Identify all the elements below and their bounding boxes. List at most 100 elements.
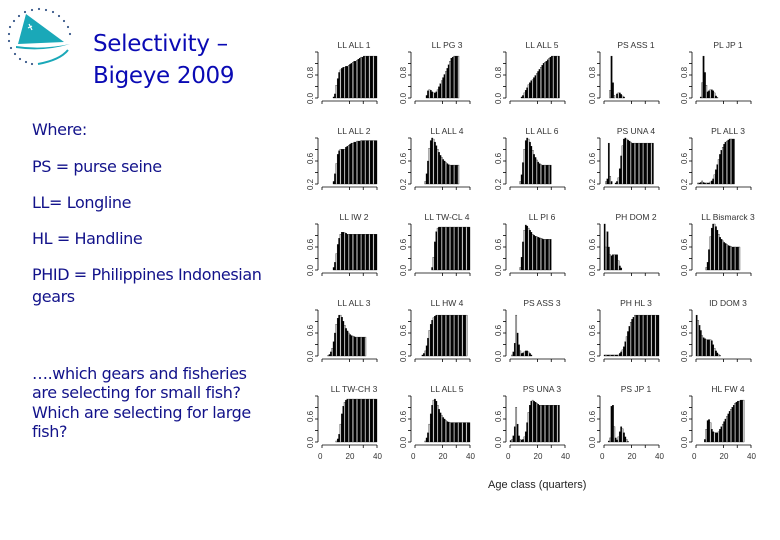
bar-plot (315, 51, 378, 104)
bar-plot (315, 223, 378, 276)
panel-title: PH HL 3 (620, 298, 652, 308)
legend-item-ll: LL= Longline (32, 193, 132, 212)
selectivity-panel: LL IW 2 0.0 0.6 (300, 212, 390, 294)
legend-item-hl: HL = Handline (32, 229, 143, 248)
y-tick-label: 0.0 (306, 436, 315, 448)
panel-title: LL Bismarck 3 (701, 212, 755, 222)
panel-title: LL TW-CL 4 (424, 212, 470, 222)
x-tick-label: 40 (373, 452, 382, 461)
question-line-3: Which are selecting for large (32, 403, 251, 422)
bar-plot (503, 51, 566, 104)
y-tick-label: 0.8 (588, 66, 597, 78)
y-tick-label: 0.6 (680, 152, 689, 164)
y-tick-label: 0.6 (680, 238, 689, 250)
selectivity-panel: LL PG 3 0.0 0.8 (393, 40, 483, 122)
title-line-1: Selectivity – (93, 31, 228, 57)
y-tick-label: 0.6 (306, 238, 315, 250)
question-line-1: ….which gears and fisheries (32, 364, 247, 383)
panel-title: HL FW 4 (711, 384, 745, 394)
y-tick-label: 0.6 (494, 238, 503, 250)
y-tick-label: 0.6 (494, 152, 503, 164)
y-tick-label: 0.0 (494, 350, 503, 362)
y-tick-label: 0.2 (494, 178, 503, 190)
selectivity-panel: LL ALL 5 0.0 0.8 (488, 40, 578, 122)
question-line-4: fish? (32, 422, 68, 441)
selectivity-panel: LL ALL 6 0.2 0.6 (488, 126, 578, 208)
y-tick-label: 0.0 (680, 436, 689, 448)
x-tick-label: 20 (345, 452, 355, 461)
y-tick-label: 0.6 (399, 410, 408, 422)
bar-plot (503, 395, 566, 448)
x-axis-title: Age class (quarters) (488, 479, 587, 491)
legend-item-phid: PHID = Philippines Indonesian (32, 265, 262, 284)
panel-title: LL IW 2 (339, 212, 369, 222)
bar-plot (597, 309, 660, 362)
panel-title: PS UNA 4 (616, 126, 656, 136)
y-tick-label: 0.0 (399, 436, 408, 448)
x-tick-label: 20 (719, 452, 729, 461)
y-tick-label: 0.0 (494, 264, 503, 276)
panel-title: LL HW 4 (430, 298, 464, 308)
panel-title: PH DOM 2 (615, 212, 657, 222)
bar-plot (689, 223, 752, 276)
selectivity-panel: LL TW-CL 4 0.0 0.6 (393, 212, 483, 294)
x-tick-label: 0 (411, 452, 416, 461)
legend-item-ps: PS = purse seine (32, 157, 162, 176)
panel-title: PS UNA 3 (522, 384, 562, 394)
selectivity-panel: LL ALL 4 0.2 0.6 (393, 126, 483, 208)
y-tick-label: 0.6 (306, 410, 315, 422)
x-tick-label: 40 (655, 452, 664, 461)
y-tick-label: 0.6 (399, 238, 408, 250)
slide-title: Selectivity – Bigeye 2009 (93, 28, 235, 92)
y-tick-label: 0.0 (588, 92, 597, 104)
selectivity-panel: LL TW-CH 3 0.0 0.6 0 20 40 (300, 384, 390, 466)
legend-item-phid-cont: gears (32, 287, 75, 306)
panel-title: LL ALL 2 (337, 126, 371, 136)
y-tick-label: 0.6 (494, 324, 503, 336)
y-tick-label: 0.2 (399, 178, 408, 190)
y-tick-label: 0.0 (588, 436, 597, 448)
x-tick-label: 20 (627, 452, 637, 461)
bar-plot (689, 51, 752, 104)
y-tick-label: 0.0 (306, 264, 315, 276)
selectivity-panel: PS UNA 3 0.0 0.6 0 20 40 (488, 384, 578, 466)
bar-plot (408, 51, 471, 104)
y-tick-label: 0.6 (399, 324, 408, 336)
panel-title: LL ALL 5 (525, 40, 559, 50)
x-tick-label: 40 (561, 452, 570, 461)
y-tick-label: 0.6 (494, 410, 503, 422)
x-tick-label: 40 (747, 452, 756, 461)
selectivity-panel: LL Bismarck 3 0.0 0.6 (674, 212, 764, 294)
panel-title: ID DOM 3 (709, 298, 747, 308)
y-tick-label: 0.2 (680, 178, 689, 190)
y-tick-label: 0.8 (494, 66, 503, 78)
bar-plot (689, 309, 752, 362)
bar-plot (597, 395, 660, 448)
y-tick-label: 0.0 (588, 350, 597, 362)
bar-plot (408, 395, 471, 448)
selectivity-panel: PS ASS 1 0.0 0.8 (582, 40, 672, 122)
bar-plot (408, 309, 471, 362)
panel-title: LL ALL 5 (430, 384, 464, 394)
legend-heading: Where: (32, 120, 87, 139)
y-tick-label: 0.6 (680, 410, 689, 422)
x-tick-label: 20 (533, 452, 543, 461)
x-tick-label: 0 (600, 452, 605, 461)
y-tick-label: 0.0 (306, 92, 315, 104)
panel-title: LL ALL 4 (430, 126, 464, 136)
panel-title: LL TW-CH 3 (330, 384, 378, 394)
panel-title: PS ASS 3 (523, 298, 561, 308)
selectivity-panel: LL PI 6 0.0 0.6 (488, 212, 578, 294)
y-tick-label: 0.6 (680, 324, 689, 336)
panel-title: LL ALL 3 (337, 298, 371, 308)
spc-logo-icon (4, 4, 74, 68)
y-tick-label: 0.2 (306, 178, 315, 190)
selectivity-panel: PL JP 1 0.0 0.8 (674, 40, 764, 122)
selectivity-panel: PH DOM 2 0.0 0.6 (582, 212, 672, 294)
y-tick-label: 0.6 (588, 152, 597, 164)
y-tick-label: 0.0 (399, 264, 408, 276)
bar-plot (315, 137, 378, 190)
panel-title: PL ALL 3 (711, 126, 745, 136)
y-tick-label: 0.8 (680, 66, 689, 78)
bar-plot (503, 223, 566, 276)
